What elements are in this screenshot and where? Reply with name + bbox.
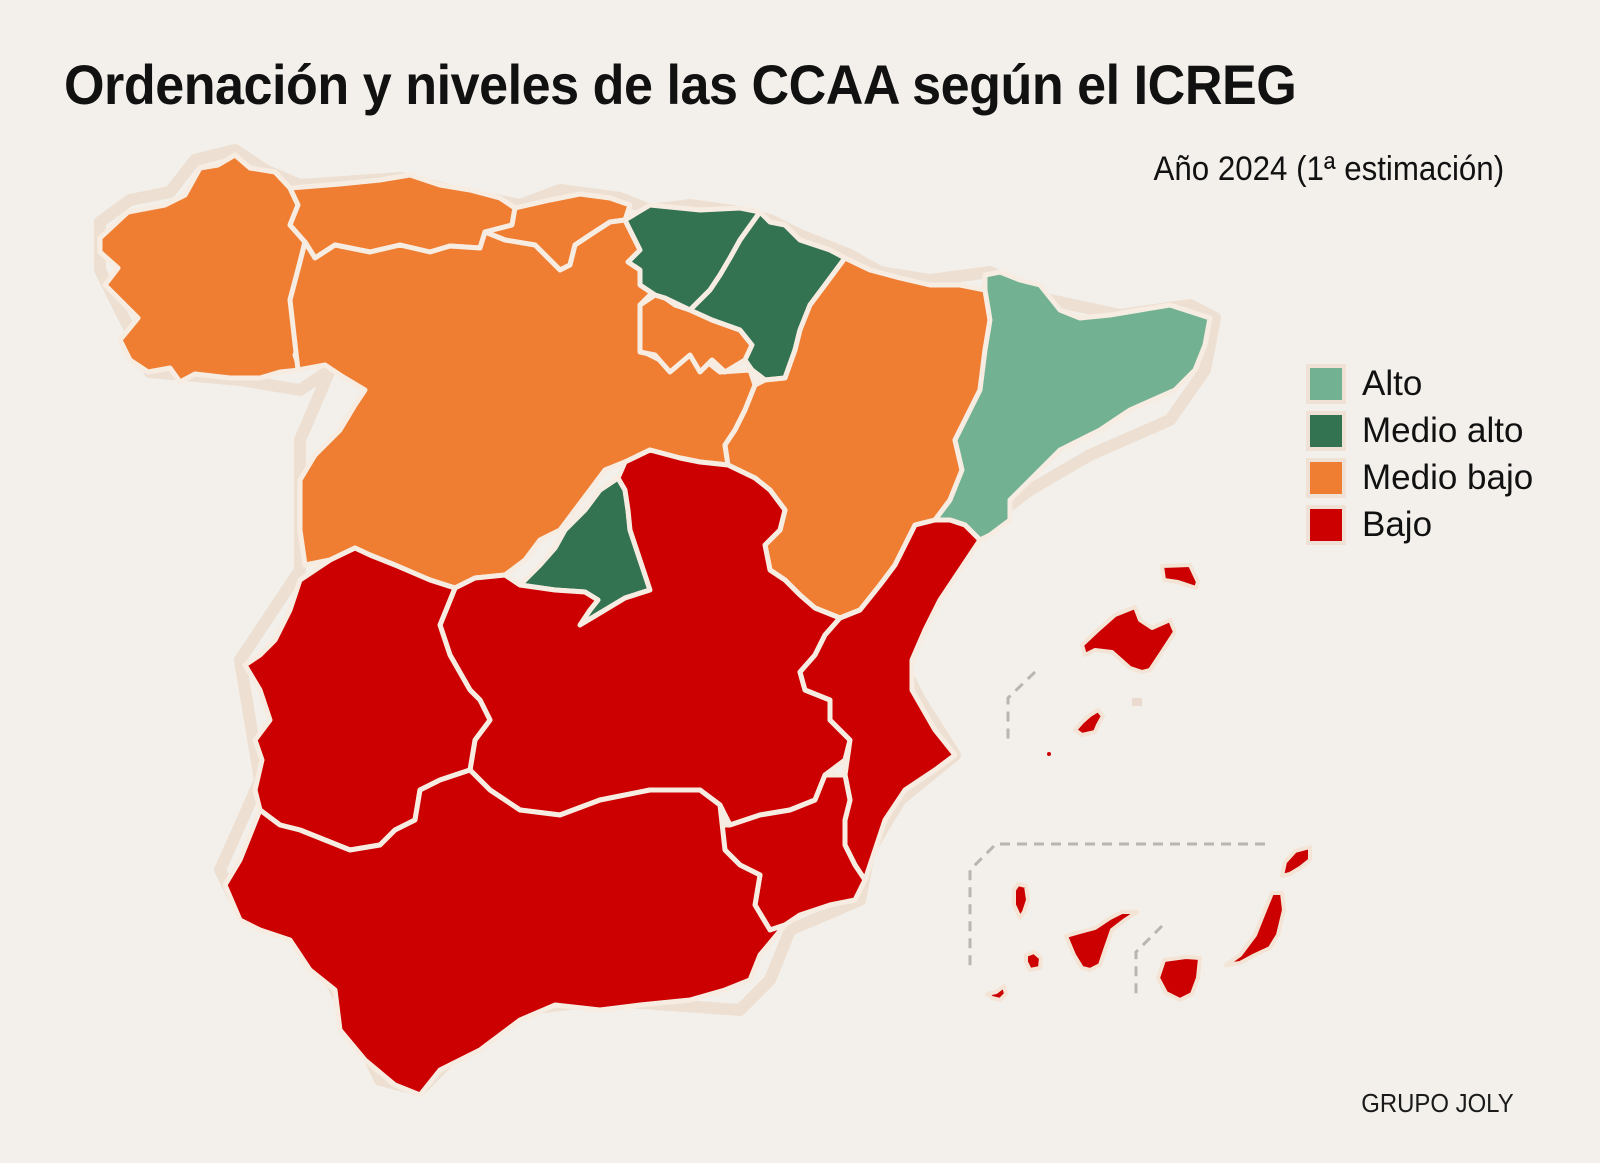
island-menorca[interactable] [1160, 563, 1200, 590]
island-la-gomera[interactable] [1024, 950, 1043, 972]
balearic-islands[interactable] [1047, 563, 1200, 756]
balearic-inset-divider [1006, 670, 1037, 742]
map-subtitle: Año 2024 (1ª estimación) [1153, 150, 1504, 188]
map-title: Ordenación y niveles de las CCAA según e… [64, 53, 1297, 116]
island-gran-canaria[interactable] [1156, 955, 1202, 1002]
legend-label: Medio alto [1362, 410, 1524, 450]
source-credit: GRUPO JOLY [1361, 1088, 1514, 1118]
legend-swatch-alto [1310, 367, 1342, 400]
region-navarra[interactable] [687, 209, 848, 383]
legend-swatch-medio-alto [1310, 414, 1342, 447]
legend-label: Alto [1362, 363, 1423, 403]
island-mallorca[interactable] [1080, 605, 1177, 674]
legend-swatch-medio-bajo [1310, 461, 1342, 494]
island-tenerife[interactable] [1064, 910, 1139, 972]
island-formentera [1047, 752, 1051, 756]
region-cataluna[interactable] [932, 269, 1213, 543]
legend-item-medio-bajo: Medio bajo [1310, 454, 1533, 501]
legend-label: Medio bajo [1362, 457, 1534, 497]
region-andalucia[interactable] [222, 767, 788, 1098]
island-lanzarote[interactable] [1280, 845, 1312, 878]
canary-islands[interactable] [985, 845, 1312, 1002]
legend-label: Bajo [1362, 504, 1433, 544]
canary-inset-divider [1134, 924, 1164, 996]
island-fuerteventura[interactable] [1224, 891, 1286, 967]
legend-item-medio-alto: Medio alto [1310, 407, 1533, 454]
legend-swatch-bajo [1310, 508, 1342, 541]
legend-item-alto: Alto [1310, 360, 1533, 407]
island-la-palma[interactable] [1012, 882, 1030, 920]
map-legend: Alto Medio alto Medio bajo Bajo [1310, 360, 1533, 548]
region-galicia[interactable] [97, 152, 308, 385]
legend-item-bajo: Bajo [1310, 501, 1533, 548]
island-el-hierro[interactable] [985, 984, 1008, 1002]
island-ibiza[interactable] [1073, 708, 1105, 737]
island-cabrera [1132, 698, 1142, 706]
region-murcia[interactable] [717, 772, 868, 933]
